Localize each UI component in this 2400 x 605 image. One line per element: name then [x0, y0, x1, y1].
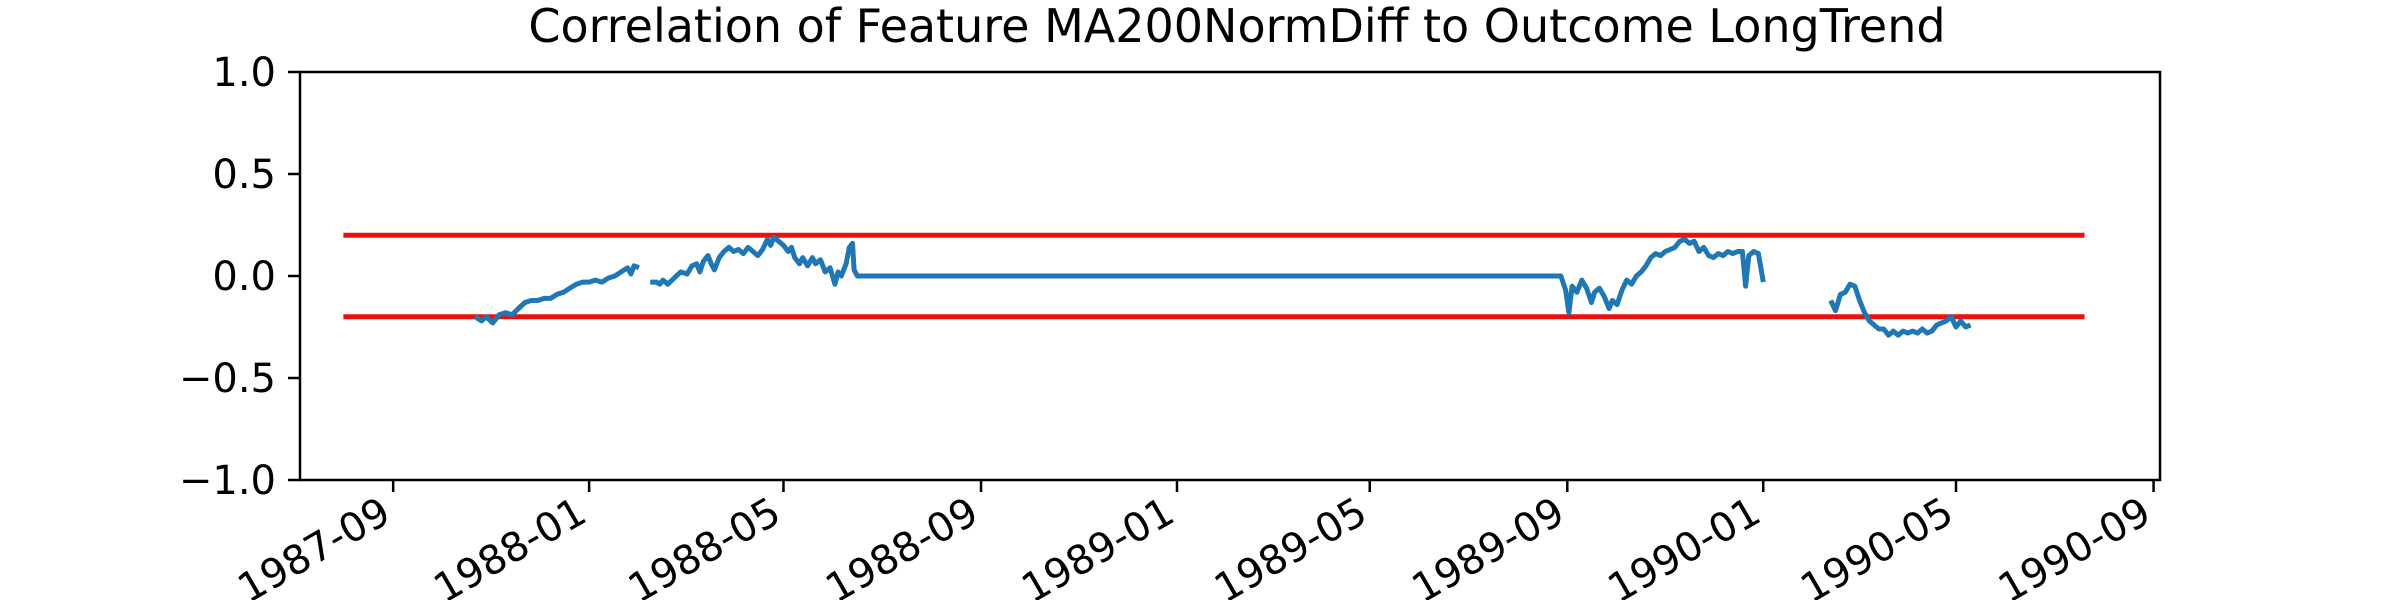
- x-tick-label: 1990-05: [1793, 489, 1961, 600]
- axis-layer: −1.0 −0.5 0.0 0.5 1.0 1987-09 1988-01 1988-05 19…: [179, 50, 2159, 605]
- x-tick-label: 1988-09: [818, 489, 986, 600]
- x-tick-label: 1989-09: [1405, 489, 1573, 600]
- series-0-segment-1: [650, 234, 1766, 316]
- x-tick-label: 1989-01: [1014, 489, 1182, 600]
- y-tick-label: 1.0: [212, 50, 276, 96]
- x-tick-label: 1990-09: [1991, 489, 2159, 600]
- x-tick-label: 1987-09: [230, 489, 398, 600]
- y-tick-label: −1.0: [179, 458, 276, 504]
- series-0-segment-2: [1828, 281, 1972, 338]
- x-tick-label: 1990-01: [1601, 489, 1769, 600]
- y-tick-label: 0.5: [212, 152, 276, 198]
- plot-layer: [343, 232, 2085, 338]
- y-tick-label: 0.0: [212, 254, 276, 300]
- chart-title: Correlation of Feature MA200NormDiff to …: [528, 0, 1945, 53]
- y-tick-label: −0.5: [179, 356, 276, 402]
- series-0-segment-0: [473, 263, 640, 326]
- x-tick-label: 1988-01: [426, 489, 594, 600]
- x-tick-label: 1988-05: [621, 489, 789, 600]
- x-tick-label: 1989-05: [1207, 489, 1375, 600]
